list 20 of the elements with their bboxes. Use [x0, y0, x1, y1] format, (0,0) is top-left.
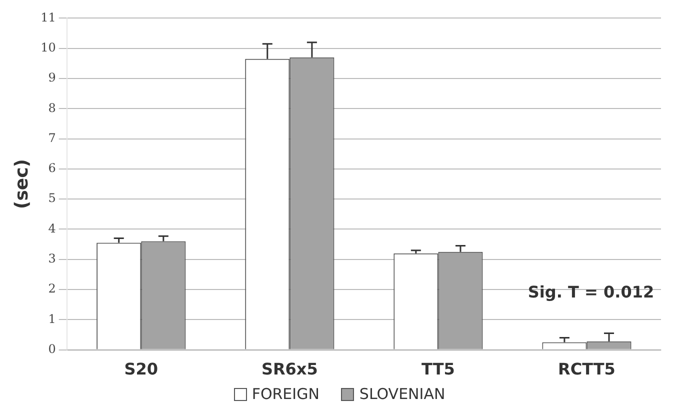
y-tick-label: 5 — [48, 191, 56, 206]
annotation: Sig. T = 0.012 — [528, 282, 654, 302]
y-tick-label: 1 — [48, 312, 56, 326]
y-axis-title: (sec) — [11, 158, 32, 210]
y-tick-label: 8 — [48, 100, 56, 115]
legend-label: SLOVENIAN — [359, 385, 446, 403]
y-tick-label: 6 — [48, 161, 56, 176]
y-tick-label: 7 — [48, 130, 56, 145]
y-tick-label: 0 — [48, 342, 56, 356]
y-tick-label: 9 — [48, 70, 56, 85]
y-tick-label: 2 — [48, 282, 56, 296]
x-tick-label: SR6x5 — [261, 360, 318, 379]
text: FOREIGN — [252, 385, 320, 403]
y-tick-label: 10 — [40, 40, 56, 54]
y-tick-label: 11 — [40, 10, 56, 24]
x-tick-label: TT5 — [422, 360, 455, 379]
x-tick-label: RCTT5 — [558, 360, 616, 379]
x-tick-label: S20 — [124, 360, 158, 379]
y-tick-label: 4 — [48, 221, 56, 236]
y-tick-label: 3 — [48, 251, 56, 266]
